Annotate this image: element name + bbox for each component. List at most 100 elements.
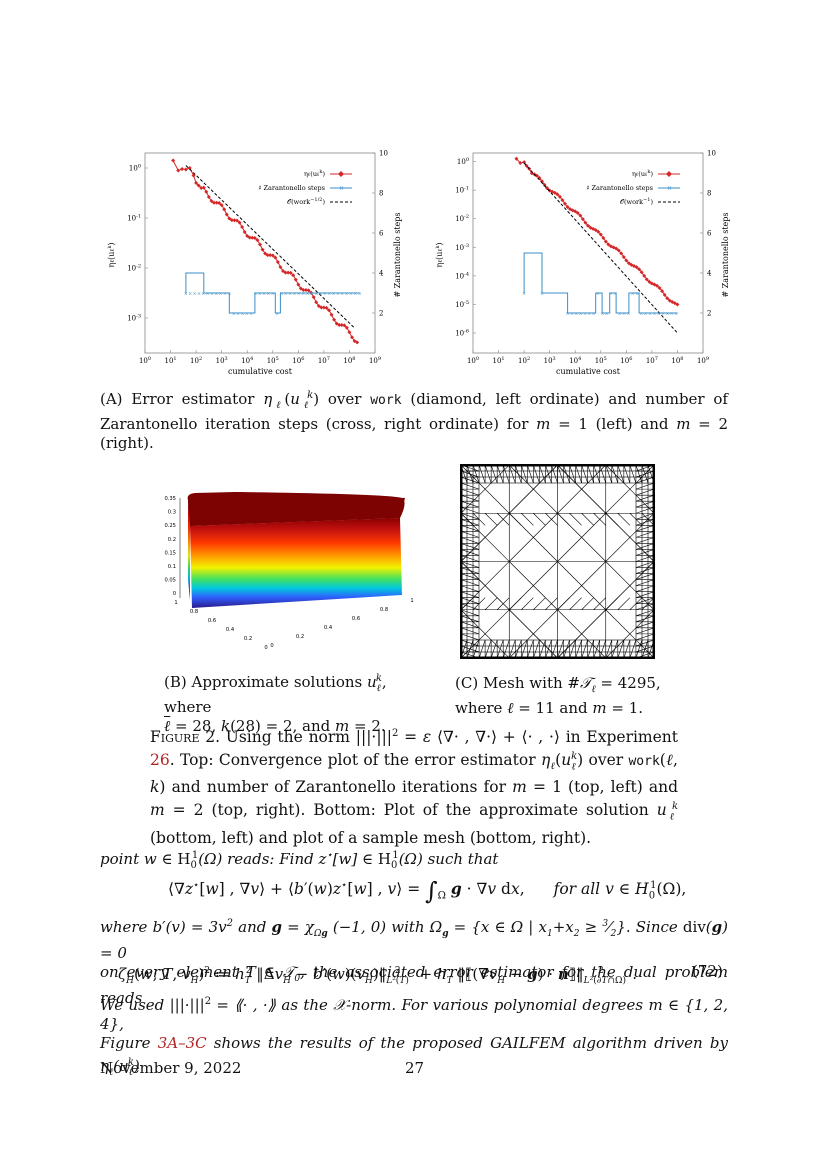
estimator-point — [514, 156, 519, 161]
estimator-point — [652, 282, 657, 287]
estimator-point — [642, 273, 647, 278]
zarantonello-point: × — [310, 291, 314, 297]
zarantonello-point: × — [292, 291, 296, 297]
y-right-tick-label: 10 — [379, 150, 388, 158]
y-tick-label: 10-1 — [455, 186, 469, 195]
estimator-point — [621, 254, 626, 259]
estimator-point — [222, 207, 227, 212]
estimator-point — [242, 230, 247, 235]
estimator-point — [227, 216, 232, 221]
estimator-point — [575, 210, 580, 215]
figure-c-caption: (C) Mesh with #𝒯ℓ = 4295, where ℓ = 11 a… — [455, 674, 661, 717]
z-tick-label: 0.25 — [164, 523, 176, 529]
zarantonello-point: × — [570, 311, 574, 317]
y-tick-label: 0.4 — [226, 627, 235, 633]
estimator-point — [286, 270, 291, 275]
estimator-point — [206, 194, 211, 199]
z-tick-label: 0.2 — [168, 537, 176, 543]
body-line-1: point w ∈ H01(Ω) reads: Find z⋆[w] ∈ H01… — [100, 850, 499, 871]
estimator-point — [573, 209, 578, 214]
svg-text:ηℓ(uℓk): ηℓ(uℓk) — [632, 169, 653, 178]
estimator-point — [240, 224, 245, 229]
estimator-point — [201, 185, 206, 190]
estimator-point — [258, 242, 262, 247]
y-tick-label: 10-4 — [455, 271, 469, 280]
z-tick-label: 0.35 — [164, 496, 176, 502]
svg-text:×: × — [667, 185, 672, 192]
estimator-point — [217, 201, 222, 206]
footer-date: November 9, 2022 — [100, 1059, 242, 1077]
zarantonello-point: × — [201, 291, 205, 297]
x-tick-label: 100 — [467, 356, 479, 365]
estimator-point — [518, 161, 523, 165]
zarantonello-point: × — [605, 311, 609, 317]
zarantonello-point: × — [565, 311, 569, 317]
equation-2: ζH(w; T, vH)2 ≔ hT2 ‖ΔvH − b′(w)(vH)‖L²(… — [118, 965, 638, 986]
x-tick-label: 106 — [620, 356, 632, 365]
figure-2-caption: Figure 2. Using the norm |||·|||2 = ε ⟨∇… — [150, 728, 679, 847]
estimator-point — [350, 335, 354, 340]
estimator-point — [522, 160, 527, 165]
zarantonello-point: × — [644, 311, 648, 317]
figure-a-left-plot: 100 101 102 103 104 105 106 107 108 10910010-110-… — [107, 150, 402, 377]
x-tick-label: 101 — [165, 356, 177, 365]
zarantonello-point: × — [223, 291, 227, 297]
x-tick-label: 103 — [544, 356, 556, 365]
estimator-point — [332, 317, 337, 322]
estimator-point — [311, 295, 316, 300]
zarantonello-point: × — [323, 291, 327, 297]
y-tick-label: 0.2 — [244, 636, 252, 642]
estimator-point — [555, 192, 560, 197]
estimator-point — [552, 190, 557, 195]
estimator-point — [183, 167, 188, 172]
estimator-point — [187, 166, 192, 170]
estimator-point — [319, 305, 324, 310]
estimator-point — [171, 158, 176, 163]
zarantonello-point: × — [249, 311, 253, 317]
estimator-point — [250, 235, 255, 240]
estimator-point — [644, 277, 649, 282]
estimator-point — [214, 200, 219, 205]
zarantonello-point: × — [318, 291, 322, 297]
estimator-point — [596, 229, 601, 234]
estimator-point — [204, 189, 209, 194]
estimator-point — [570, 208, 575, 213]
estimator-point — [619, 251, 624, 256]
estimator-point — [316, 303, 321, 308]
estimator-point — [334, 321, 339, 326]
estimator-point — [586, 223, 590, 228]
body-line-4: We used |||·|||2 = ⟪· , ·⟫ as the 𝒳-norm… — [100, 996, 728, 1078]
zarantonello-point: × — [266, 291, 270, 297]
zarantonello-point: × — [583, 311, 587, 317]
y-tick-label: 1 — [174, 600, 177, 606]
estimator-point — [665, 296, 670, 301]
body-line-2: where b′(v) = 3v2 and g = χΩg (−1, 0) wi… — [100, 918, 729, 1007]
zarantonello-point: × — [578, 311, 582, 317]
estimator-point — [301, 288, 306, 293]
y-right-tick-label: 2 — [707, 310, 711, 318]
estimator-point — [224, 212, 229, 217]
x-tick-label: 104 — [569, 356, 581, 365]
zarantonello-point: × — [240, 311, 244, 317]
zarantonello-point: × — [284, 291, 288, 297]
x-tick-label: 107 — [646, 356, 658, 365]
y-tick-label: 10-5 — [455, 300, 469, 309]
zarantonello-point: × — [331, 291, 335, 297]
estimator-point — [672, 301, 677, 306]
zarantonello-point: × — [618, 311, 622, 317]
estimator-point — [314, 300, 319, 305]
estimator-point — [304, 288, 308, 293]
y-tick-label: 10-3 — [127, 314, 141, 323]
x-tick-label: 101 — [493, 356, 505, 365]
svg-text:♯ Zarantonello steps: ♯ Zarantonello steps — [258, 184, 325, 192]
zarantonello-point: × — [522, 291, 526, 297]
estimator-point — [232, 218, 237, 223]
zarantonello-point: × — [253, 291, 257, 297]
estimator-point — [603, 239, 608, 244]
estimator-point — [263, 251, 268, 256]
zarantonello-point: × — [540, 291, 544, 297]
x-axis-label: cumulative cost — [556, 367, 621, 376]
z-tick-label: 0.05 — [164, 578, 176, 584]
x-tick-label: 102 — [190, 356, 202, 365]
estimator-point — [235, 218, 239, 223]
